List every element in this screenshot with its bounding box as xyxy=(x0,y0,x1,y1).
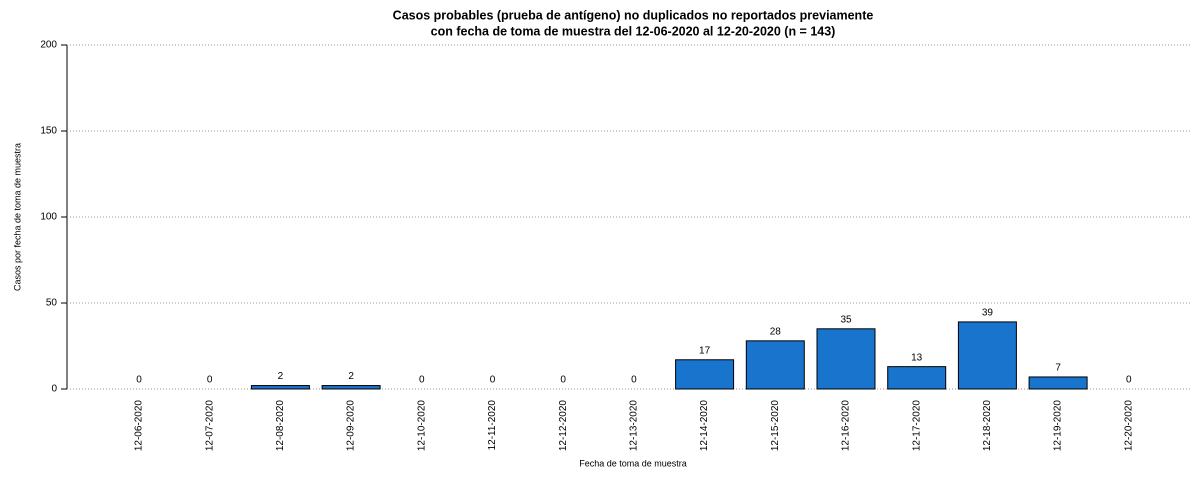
x-axis-label: Fecha de toma de muestra xyxy=(579,458,687,468)
value-label: 0 xyxy=(419,375,425,386)
value-label: 0 xyxy=(490,375,496,386)
x-tick-label: 12-17-2020 xyxy=(911,400,922,452)
value-label: 0 xyxy=(1126,375,1132,386)
value-label: 7 xyxy=(1055,363,1061,374)
bar xyxy=(250,385,310,390)
x-tick-label: 12-18-2020 xyxy=(982,400,993,452)
value-label: 17 xyxy=(699,345,711,356)
value-label: 35 xyxy=(840,314,852,325)
x-tick-label: 12-12-2020 xyxy=(558,400,569,452)
value-label: 0 xyxy=(136,375,142,386)
value-label: 13 xyxy=(911,352,923,363)
bar xyxy=(816,328,876,390)
value-label: 2 xyxy=(278,371,284,382)
x-tick-label: 12-19-2020 xyxy=(1053,400,1064,452)
x-tick-label: 12-16-2020 xyxy=(841,400,852,452)
chart-title: con fecha de toma de muestra del 12-06-2… xyxy=(431,24,836,38)
y-tick-label: 200 xyxy=(40,40,57,51)
y-tick-label: 100 xyxy=(40,212,57,223)
value-label: 2 xyxy=(348,371,354,382)
bar xyxy=(675,359,735,390)
x-tick-label: 12-06-2020 xyxy=(134,400,145,452)
value-label: 39 xyxy=(982,308,994,319)
x-tick-label: 12-10-2020 xyxy=(416,400,427,452)
value-label: 0 xyxy=(207,375,213,386)
chart-title: Casos probables (prueba de antígeno) no … xyxy=(393,8,874,22)
x-tick-label: 12-14-2020 xyxy=(699,400,710,452)
y-tick-label: 150 xyxy=(40,126,57,137)
x-tick-label: 12-08-2020 xyxy=(275,400,286,452)
value-label: 28 xyxy=(770,326,782,337)
bar xyxy=(321,385,381,390)
bar xyxy=(1028,376,1088,390)
y-tick-label: 0 xyxy=(51,384,57,395)
bar xyxy=(745,340,805,390)
x-tick-label: 12-11-2020 xyxy=(487,400,498,451)
value-label: 0 xyxy=(631,375,637,386)
bar xyxy=(887,366,947,390)
x-tick-label: 12-09-2020 xyxy=(346,400,357,452)
x-tick-label: 12-07-2020 xyxy=(204,400,215,452)
value-label: 0 xyxy=(560,375,566,386)
x-tick-label: 12-15-2020 xyxy=(770,400,781,452)
x-tick-label: 12-13-2020 xyxy=(629,400,640,452)
bar xyxy=(957,321,1017,390)
y-axis-label: Casos por fecha de toma de muestra xyxy=(12,143,22,291)
y-tick-label: 50 xyxy=(46,298,58,309)
x-tick-label: 12-20-2020 xyxy=(1123,400,1134,452)
